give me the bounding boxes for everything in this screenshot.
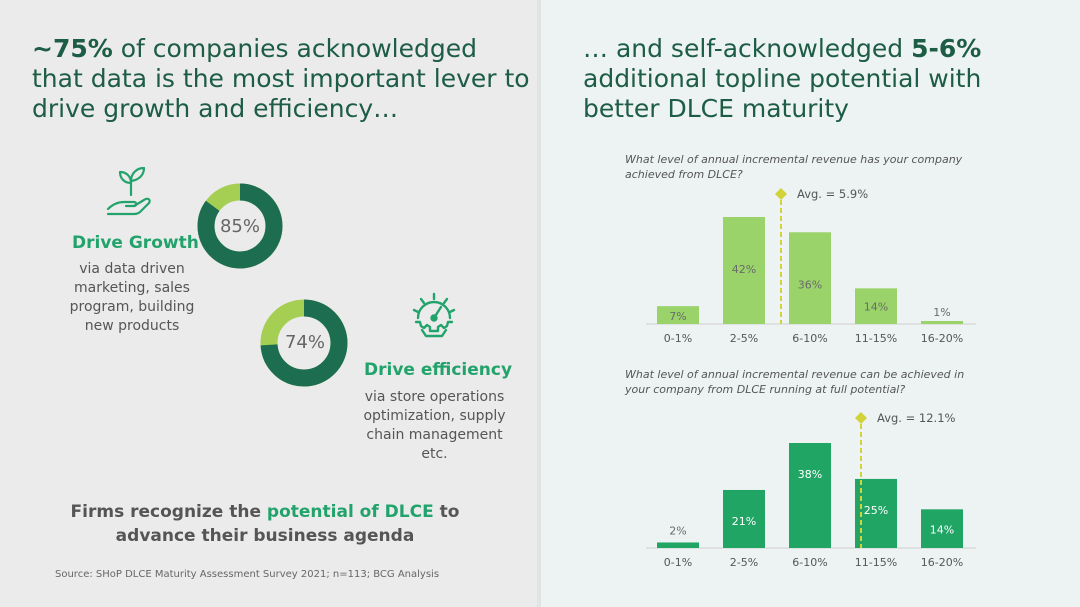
tagline-post: to advance their business agenda xyxy=(115,502,460,546)
chart2-bar xyxy=(657,542,699,548)
chart1-tick-label: 11-15% xyxy=(855,332,897,345)
chart2-avg-label: Avg. = 12.1% xyxy=(877,411,956,425)
efficiency-title: Drive efficiency xyxy=(364,360,513,380)
chart2-bar xyxy=(921,509,963,548)
chart1-value-label: 14% xyxy=(864,300,888,313)
chart2-tick-label: 11-15% xyxy=(855,556,897,569)
chart1-bar xyxy=(855,288,897,324)
headline-stat: ~75% xyxy=(32,34,113,63)
headline-text: of companies acknowledged that data is t… xyxy=(32,34,530,123)
chart1-tick-label: 16-20% xyxy=(921,332,963,345)
right-headline-stat: 5-6% xyxy=(911,34,982,63)
chart1-bar xyxy=(789,232,831,324)
chart1-bar xyxy=(657,306,699,324)
panel-divider xyxy=(537,0,541,607)
source-note: Source: SHoP DLCE Maturity Assessment Su… xyxy=(55,569,440,580)
growth-text: via data driven marketing, sales program… xyxy=(69,261,195,334)
chart2-value-label: 2% xyxy=(669,524,686,537)
gauge-gear-icon xyxy=(412,292,456,338)
chart2-avg-diamond xyxy=(855,412,867,424)
chart2-bar xyxy=(723,489,765,548)
chart1-bar xyxy=(921,321,963,324)
efficiency-donut-label: 74% xyxy=(284,332,325,353)
chart1-avg-diamond xyxy=(775,188,787,200)
right-headline: … and self-acknowledged 5-6% additional … xyxy=(583,34,1053,124)
chart1-tick-label: 6-10% xyxy=(792,332,827,345)
chart1-tick-label: 0-1% xyxy=(664,332,692,345)
left-panel xyxy=(0,0,538,607)
tagline: Firms recognize the potential of DLCE to… xyxy=(30,500,500,548)
chart2-value-label: 21% xyxy=(732,515,756,528)
plant-hand-icon xyxy=(106,166,151,216)
chart1-value-label: 1% xyxy=(933,306,950,319)
efficiency-donut-chart xyxy=(260,299,348,387)
chart2-value-label: 14% xyxy=(930,523,954,536)
chart2-tick-label: 0-1% xyxy=(664,556,692,569)
chart1-value-label: 36% xyxy=(798,278,822,291)
chart2-bar xyxy=(789,443,831,548)
chart1-value-label: 42% xyxy=(732,263,756,276)
chart1-value-label: 7% xyxy=(669,310,686,323)
chart2-value-label: 38% xyxy=(798,468,822,481)
chart1-bar xyxy=(723,217,765,324)
left-headline: ~75% of companies acknowledged that data… xyxy=(32,34,532,124)
growth-donut-chart xyxy=(197,183,283,269)
growth-donut-label: 85% xyxy=(219,216,260,237)
chart2-tick-label: 16-20% xyxy=(921,556,963,569)
tagline-pre: Firms recognize the xyxy=(70,502,267,522)
growth-title: Drive Growth xyxy=(72,233,199,253)
efficiency-text: via store operations optimization, suppl… xyxy=(363,389,506,462)
donut-value-arc xyxy=(197,183,283,269)
bar-charts: 7% 0-1% 42% 2-5% 36% 6-10% 14% 11-15% 1% 16-20% Av… xyxy=(646,187,976,569)
right-headline-pre: … and self-acknowledged xyxy=(583,34,912,63)
chart2-tick-label: 2-5% xyxy=(730,556,758,569)
chart2-tick-label: 6-10% xyxy=(792,556,827,569)
chart1-avg-label: Avg. = 5.9% xyxy=(797,187,868,201)
chart2-value-label: 25% xyxy=(864,504,888,517)
tagline-highlight: potential of DLCE xyxy=(266,502,434,522)
chart2-question: What level of annual incremental revenue… xyxy=(625,368,965,396)
chart1-tick-label: 2-5% xyxy=(730,332,758,345)
chart1-question: What level of annual incremental revenue… xyxy=(625,153,963,181)
donut-value-arc xyxy=(260,299,348,387)
right-headline-post: additional topline potential with better… xyxy=(583,64,982,123)
